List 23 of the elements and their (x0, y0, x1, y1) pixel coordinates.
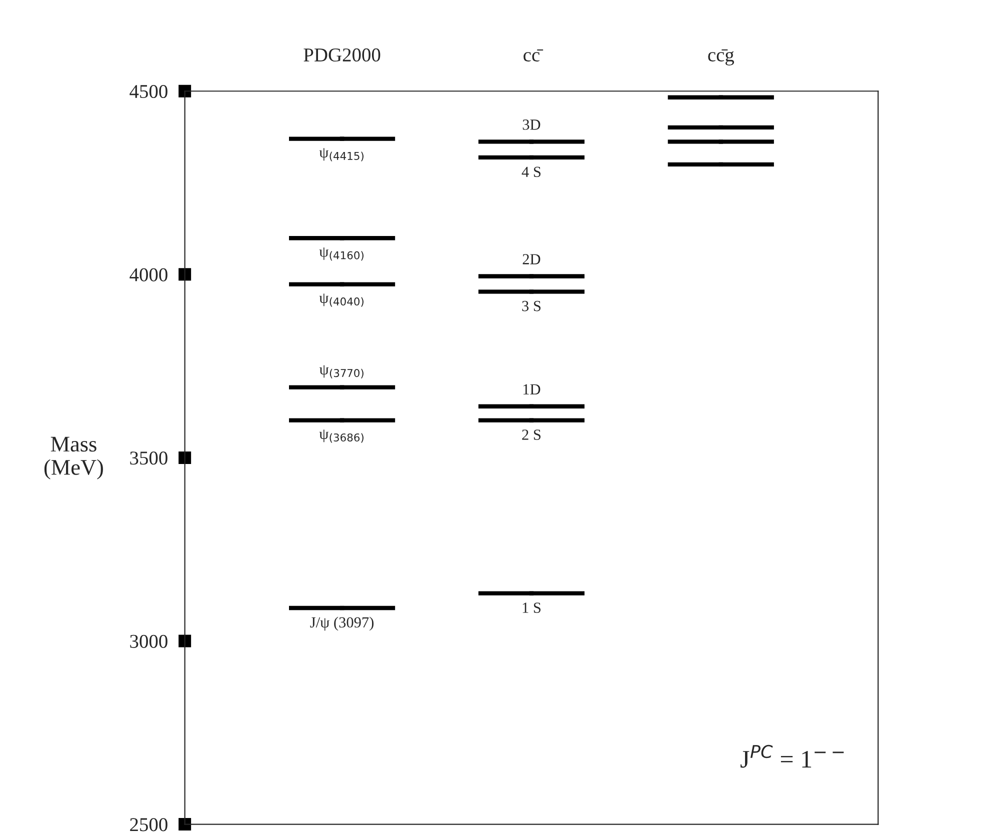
x-tick-label: PDG2000 (304, 48, 380, 62)
annotation: 3D (522, 120, 540, 130)
y-tick-label: 2500 (130, 818, 168, 832)
annotation: 3 S (522, 300, 540, 312)
annotation: J$^{PC}$ = 1$^{−−}$ (740, 744, 844, 768)
y-tick-label: 3500 (130, 452, 168, 465)
y-tick-label: 4000 (130, 268, 168, 282)
annotation: 2 S (522, 430, 540, 440)
y-tick-label: 4500 (130, 84, 168, 98)
annotation: J/ψ (3097) (310, 616, 374, 631)
x-tick-label: cc̄g (708, 49, 734, 66)
y-axis-title: Mass (MeV) (44, 436, 103, 480)
annotation: 2D (522, 254, 540, 264)
annotation: 1 S (522, 602, 540, 613)
y-tick-label: 3000 (130, 634, 168, 648)
annotation: 4 S (522, 166, 540, 178)
annotation: ψ$_{(3686)}$ (319, 430, 364, 443)
annotation: ψ$_{(4415)}$ (319, 148, 364, 162)
annotation: 1D (523, 384, 540, 394)
annotation: ψ$_{(4160)}$ (319, 247, 364, 261)
x-tick-label: cc̄ (524, 49, 544, 62)
annotation: ψ$_{(4040)}$ (319, 294, 364, 307)
annotation: ψ$_{(3770)}$ (319, 365, 364, 378)
